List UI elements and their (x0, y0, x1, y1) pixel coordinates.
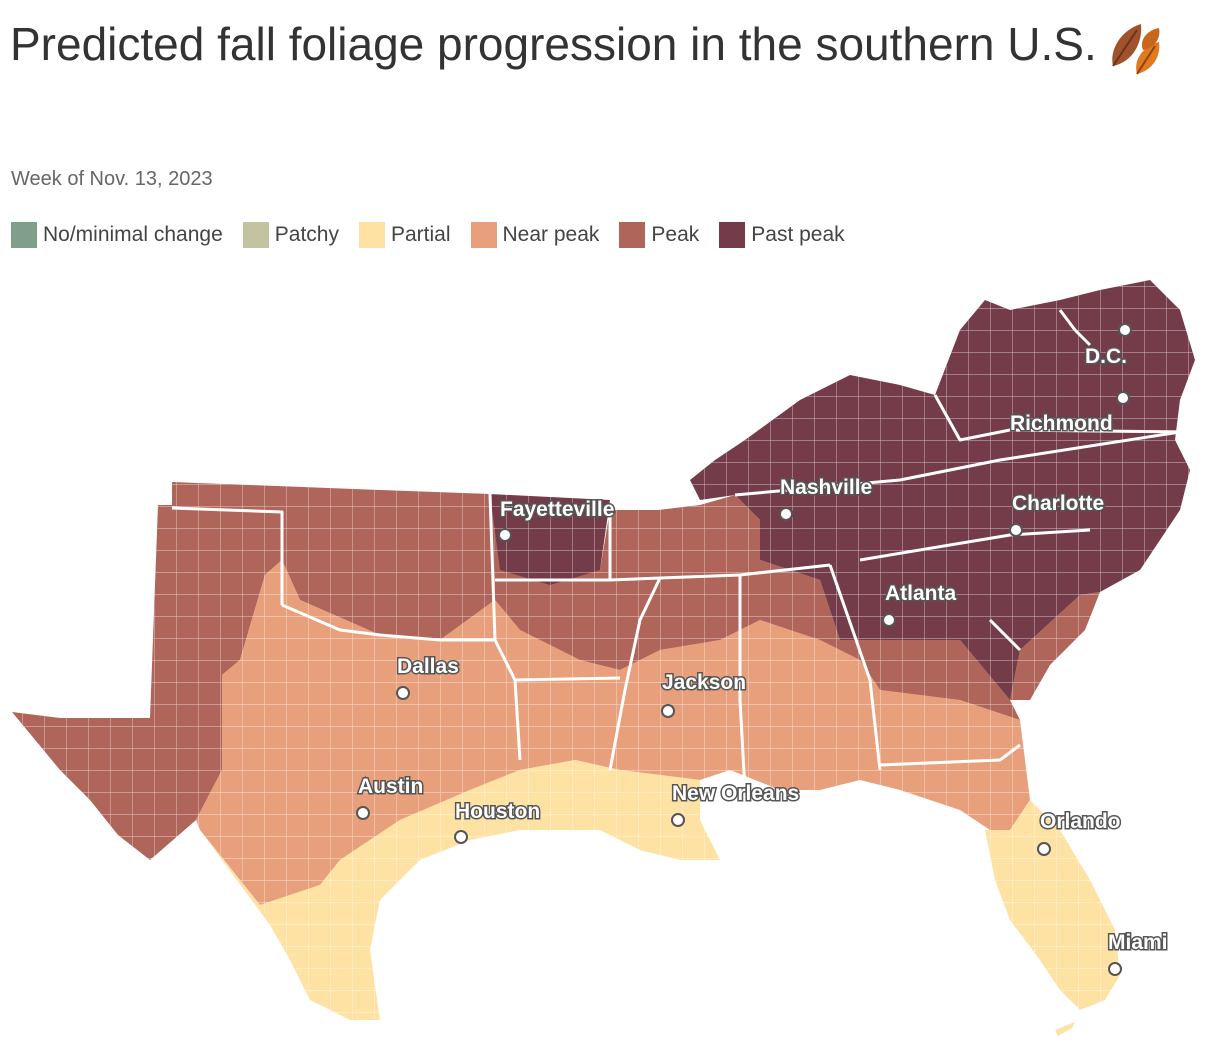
legend-label: No/minimal change (43, 223, 223, 246)
city-label: D.C. (1085, 345, 1127, 368)
chart-subtitle: Week of Nov. 13, 2023 (11, 168, 213, 190)
legend-swatch (719, 222, 746, 248)
city-dot (671, 813, 685, 827)
city-markers: D.C. Richmond Nashville Charlotte Fayett… (356, 323, 1169, 976)
chart-title: Predicted fall foliage progression in th… (10, 14, 1200, 76)
city-label: Charlotte (1012, 492, 1104, 515)
legend-label: Past peak (751, 223, 845, 246)
legend-swatch (11, 222, 37, 248)
city-charlotte: Charlotte (1009, 491, 1106, 537)
city-dot (882, 613, 896, 627)
legend-item-partial: Partial (358, 222, 451, 248)
legend-item-past-peak: Past peak (719, 222, 845, 248)
legend-swatch (358, 222, 385, 248)
city-dot (1009, 523, 1023, 537)
city-fayetteville: Fayetteville (498, 497, 616, 542)
region-partial-florida-keys (1055, 1022, 1075, 1036)
fallen-leaves-icon (1111, 23, 1160, 75)
city-label: Nashville (780, 476, 872, 499)
city-dot (498, 528, 512, 542)
city-atlanta: Atlanta (882, 581, 958, 627)
city-austin: Austin (356, 774, 425, 820)
legend: No/minimal change Patchy Partial Near pe… (11, 222, 845, 248)
legend-label: Partial (390, 223, 451, 246)
legend-label: Near peak (502, 223, 600, 246)
city-miami: Miami (1107, 930, 1169, 976)
legend-item-peak: Peak (619, 222, 699, 248)
city-orlando: Orlando (1037, 809, 1122, 856)
legend-item-no-change: No/minimal change (11, 222, 223, 248)
city-label: Atlanta (885, 582, 956, 605)
city-dot (1118, 323, 1132, 337)
legend-swatch (242, 222, 269, 248)
legend-item-patchy: Patchy (242, 222, 339, 248)
city-dot (779, 507, 793, 521)
county-texture (12, 280, 1195, 1020)
city-label: Dallas (397, 655, 459, 678)
city-dot (661, 704, 675, 718)
city-richmond: Richmond (1009, 391, 1130, 437)
city-label: Austin (358, 775, 423, 798)
city-dot (1116, 391, 1130, 405)
city-houston: Houston (454, 799, 542, 844)
state-borders (171, 309, 1191, 791)
foliage-map: D.C. Richmond Nashville Charlotte Fayett… (12, 280, 1195, 1036)
city-dot (356, 806, 370, 820)
city-dot (454, 830, 468, 844)
city-label: Richmond (1010, 412, 1113, 435)
city-dc: D.C. (1084, 323, 1132, 370)
city-label: Jackson (662, 671, 746, 694)
legend-swatch (619, 222, 646, 248)
city-label: New Orleans (672, 782, 799, 805)
city-dot (1108, 962, 1122, 976)
city-label: Fayetteville (500, 498, 614, 521)
city-dallas: Dallas (396, 654, 460, 700)
city-nashville: Nashville (779, 475, 874, 521)
legend-label: Patchy (274, 223, 339, 246)
city-label: Miami (1108, 931, 1168, 954)
legend-item-near-peak: Near peak (470, 222, 600, 248)
legend-swatch (470, 222, 497, 248)
city-dot (396, 686, 410, 700)
legend-label: Peak (651, 223, 700, 246)
city-new-orleans: New Orleans (671, 781, 801, 827)
city-label: Houston (455, 800, 540, 823)
city-label: Orlando (1040, 810, 1121, 833)
city-jackson: Jackson (661, 670, 748, 718)
city-dot (1037, 842, 1051, 856)
